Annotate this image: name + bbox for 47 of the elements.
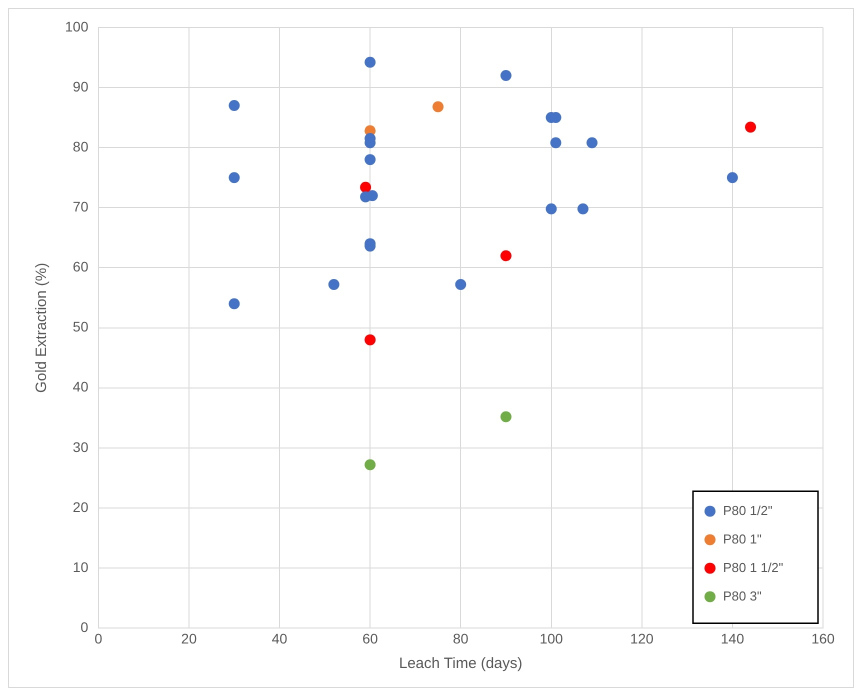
y-tick-label: 40 <box>72 378 89 395</box>
point <box>726 172 738 184</box>
point <box>586 137 598 148</box>
y-tick-label: 30 <box>72 438 89 455</box>
point <box>550 137 562 148</box>
x-tick-label: 80 <box>452 630 469 646</box>
x-tick-label: 40 <box>272 630 288 646</box>
point <box>366 190 378 202</box>
legend-label: P80 3" <box>723 588 762 604</box>
x-tick-label: 100 <box>540 630 564 646</box>
legend-label: P80 1 1/2" <box>723 560 784 575</box>
point <box>228 298 240 310</box>
y-tick-label: 90 <box>72 78 89 94</box>
point <box>328 279 340 290</box>
x-tick-label: 0 <box>94 630 102 646</box>
point <box>364 334 376 346</box>
point <box>360 182 372 193</box>
x-tick-label: 60 <box>362 630 378 646</box>
y-tick-label: 0 <box>80 619 89 636</box>
x-tick-label: 140 <box>720 630 744 646</box>
point <box>577 203 588 214</box>
y-tick-label: 80 <box>72 138 89 154</box>
y-tick-label: 60 <box>72 258 89 275</box>
x-tick-label: 160 <box>811 630 835 646</box>
point <box>745 122 756 133</box>
point <box>500 70 512 81</box>
y-tick-label: 50 <box>72 318 89 335</box>
point <box>364 459 376 470</box>
point <box>228 100 240 112</box>
x-tick-label: 20 <box>181 630 197 646</box>
y-tick-label: 70 <box>72 198 89 214</box>
point <box>500 411 512 422</box>
point <box>228 172 240 184</box>
y-axis-title: Gold Extraction (%) <box>33 262 50 393</box>
x-axis-title: Leach Time (days) <box>398 655 522 672</box>
point <box>364 154 376 166</box>
point <box>546 203 557 214</box>
legend-label: P80 1/2" <box>723 502 773 518</box>
point <box>455 279 466 290</box>
y-tick-label: 20 <box>72 498 89 515</box>
point <box>432 101 444 112</box>
x-tick-label: 120 <box>630 630 654 646</box>
y-tick-label: 100 <box>65 18 89 34</box>
point <box>364 56 376 68</box>
point <box>500 250 512 262</box>
y-tick-label: 10 <box>72 558 89 575</box>
legend-label: P80 1" <box>723 531 762 546</box>
